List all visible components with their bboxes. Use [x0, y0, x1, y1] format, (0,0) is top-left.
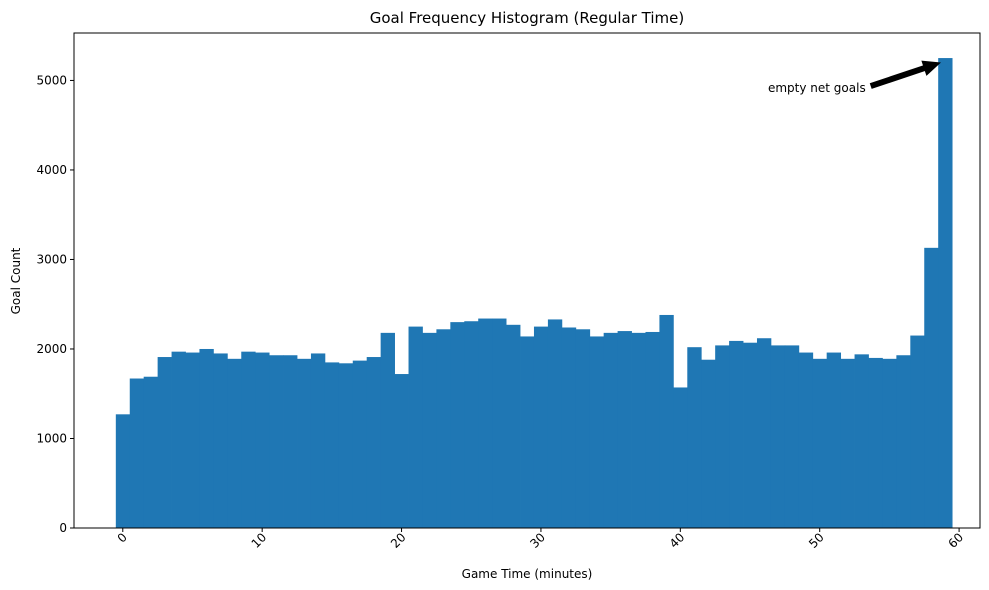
histogram-bar: [575, 329, 591, 528]
histogram-bar: [561, 327, 577, 528]
histogram-bar: [924, 247, 939, 528]
histogram-bar: [310, 353, 326, 528]
annotation-text: empty net goals: [768, 81, 866, 95]
histogram-bar: [115, 414, 131, 528]
histogram-bar: [199, 348, 214, 528]
histogram-bars: [115, 58, 953, 528]
histogram-bar: [729, 340, 744, 528]
histogram-bar: [436, 329, 451, 528]
histogram-bar: [673, 387, 688, 528]
histogram-bar: [129, 378, 145, 528]
histogram-bar: [157, 357, 172, 528]
y-tick-label: 0: [59, 521, 67, 535]
histogram-bar: [478, 318, 493, 528]
histogram-bar: [352, 360, 368, 528]
histogram-bar: [631, 332, 646, 528]
y-tick-label: 4000: [36, 163, 67, 177]
histogram-bar: [297, 358, 312, 528]
plot-frame: [73, 32, 981, 529]
histogram-bar: [882, 358, 897, 528]
histogram-bar: [701, 359, 716, 528]
histogram-bar: [464, 321, 479, 528]
histogram-bar: [520, 336, 535, 528]
histogram-bar: [756, 338, 772, 528]
annotation-arrow-head: [921, 60, 941, 76]
histogram-bar: [366, 357, 382, 528]
chart-title: Goal Frequency Histogram (Regular Time): [370, 9, 684, 27]
histogram-bar: [185, 352, 200, 528]
histogram-bar: [854, 354, 869, 528]
histogram-bar: [617, 331, 632, 528]
y-tick-label: 3000: [36, 252, 67, 266]
histogram-bar: [380, 332, 395, 528]
histogram-bar: [422, 332, 437, 528]
histogram-bar: [826, 352, 842, 528]
histogram-bar: [492, 318, 507, 528]
y-tick-label: 1000: [36, 431, 67, 445]
histogram-bar: [450, 322, 465, 528]
histogram-bar: [143, 376, 159, 528]
histogram-bar: [269, 355, 284, 528]
histogram-bar: [338, 363, 354, 528]
histogram-bar: [812, 358, 828, 528]
histogram-bar: [715, 345, 730, 528]
histogram-bar: [910, 335, 925, 528]
histogram-bar: [938, 58, 953, 528]
histogram-bar: [533, 326, 549, 528]
histogram-bar: [840, 358, 855, 528]
y-axis-ticks: 0 1000 2000 3000 4000 5000: [36, 73, 74, 535]
annotation-arrow-shaft: [869, 65, 926, 89]
histogram-bar: [171, 351, 186, 528]
histogram-bar: [255, 352, 270, 528]
histogram-bar: [784, 345, 800, 528]
y-axis-label: Goal Count: [9, 247, 23, 314]
histogram-bar: [283, 355, 298, 528]
histogram-bar: [770, 345, 786, 528]
histogram-bar: [868, 357, 883, 528]
histogram-bar: [506, 324, 521, 528]
histogram-bar: [896, 355, 911, 528]
y-tick-label: 5000: [36, 73, 67, 87]
histogram-bar: [227, 358, 242, 528]
histogram-bar: [547, 319, 563, 528]
histogram-bar: [743, 342, 758, 528]
y-tick-label: 2000: [36, 342, 67, 356]
histogram-bar: [603, 332, 618, 528]
histogram-bar: [213, 353, 228, 528]
histogram-bar: [659, 314, 674, 528]
empty-net-annotation: empty net goals: [768, 60, 941, 95]
histogram-bar: [645, 331, 660, 528]
histogram-bar: [687, 347, 702, 528]
histogram-bar: [394, 374, 409, 528]
histogram-bar: [798, 352, 814, 528]
x-axis-label: Game Time (minutes): [462, 567, 593, 581]
histogram-bar: [241, 351, 256, 528]
histogram-bar: [324, 362, 340, 528]
histogram-bar: [408, 326, 423, 528]
histogram-bar: [589, 336, 605, 528]
